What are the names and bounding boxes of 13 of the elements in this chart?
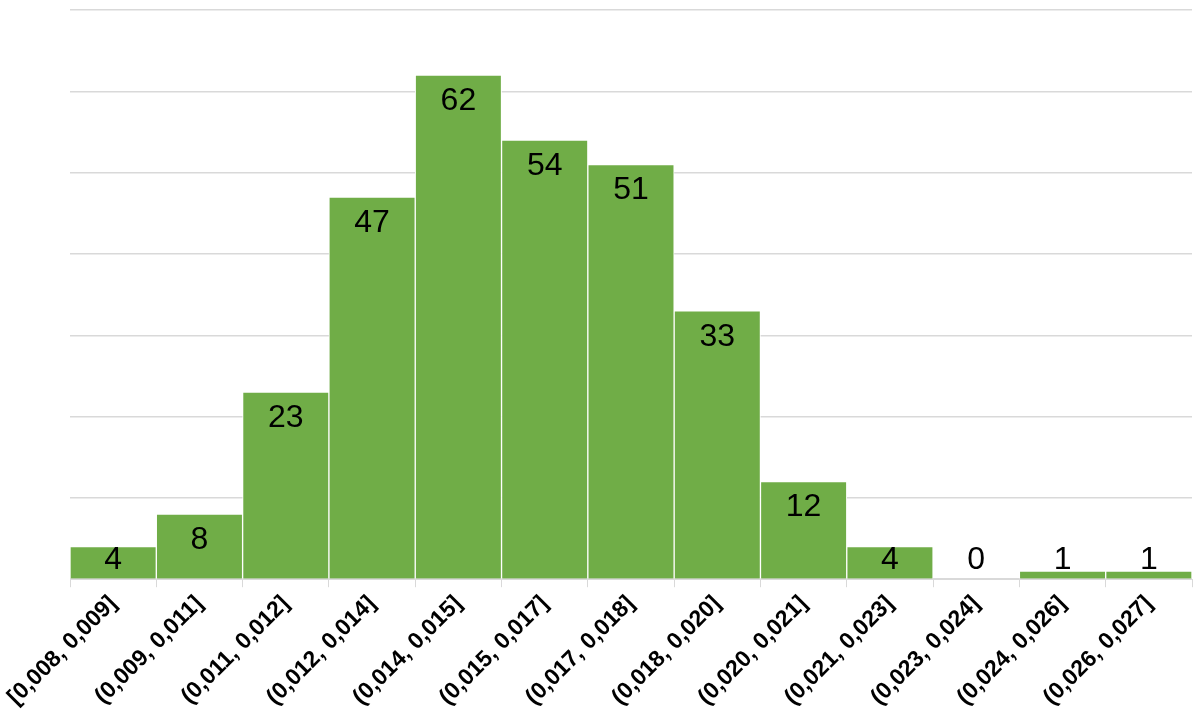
data-label: 4 (881, 540, 899, 577)
data-label: 0 (967, 540, 986, 577)
data-label: 4 (104, 540, 123, 577)
data-label: 1 (1053, 540, 1072, 577)
data-label: 12 (785, 487, 822, 524)
data-label: 51 (613, 170, 649, 207)
data-label: 33 (699, 316, 736, 353)
data-label: 62 (440, 80, 477, 117)
data-label: 8 (190, 519, 209, 556)
data-label: 54 (526, 145, 563, 182)
data-label: 47 (354, 202, 390, 239)
data-label: 23 (267, 398, 304, 435)
data-label: 1 (1139, 540, 1158, 577)
